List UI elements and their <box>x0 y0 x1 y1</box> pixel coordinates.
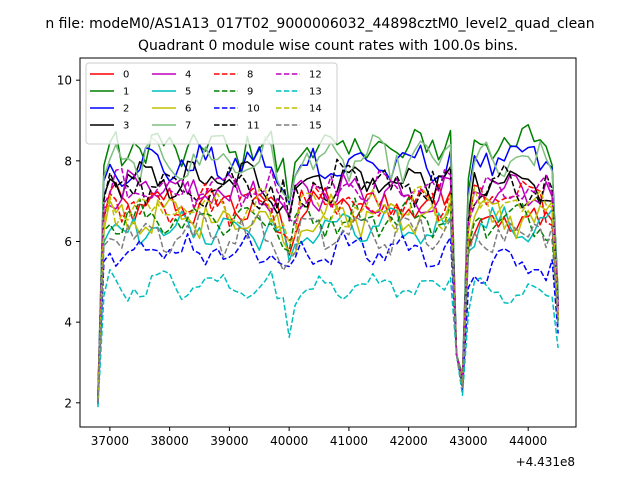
legend-label-15: 15 <box>309 121 322 132</box>
legend-label-9: 9 <box>247 87 253 98</box>
legend-label-7: 7 <box>185 121 191 132</box>
x-offset-label: +4.431e8 <box>516 455 575 469</box>
legend-label-14: 14 <box>309 104 322 115</box>
series-line-11 <box>97 158 559 400</box>
series-line-2 <box>97 143 559 398</box>
series-line-14 <box>97 185 559 402</box>
legend-label-6: 6 <box>185 104 191 115</box>
x-tick-label: 40000 <box>270 434 308 448</box>
axes-layer: 37000 38000 39000 40000 41000 42000 43000 44000… <box>57 57 577 448</box>
x-tick-label: 43000 <box>449 434 487 448</box>
series-line-6 <box>97 193 559 402</box>
y-tick-label: 6 <box>64 235 72 249</box>
legend-label-4: 4 <box>185 70 191 81</box>
series-line-10 <box>97 230 559 405</box>
series-line-7 <box>97 134 559 398</box>
legend-box <box>85 62 338 145</box>
legend-label-1: 1 <box>123 87 129 98</box>
y-tick-label: 4 <box>64 316 72 330</box>
series-line-4 <box>97 169 559 400</box>
x-tick-label: 42000 <box>390 434 428 448</box>
series-line-5 <box>97 206 559 403</box>
chart-suptitle: n file: modeM0/AS1A13_017T02_9000006032_… <box>45 16 594 32</box>
legend-label-8: 8 <box>247 70 253 81</box>
y-tick-label: 8 <box>64 154 72 168</box>
y-tick-label: 10 <box>57 74 72 88</box>
series-line-15 <box>97 211 559 404</box>
series-line-12 <box>97 167 559 400</box>
x-tick-label: 41000 <box>330 434 368 448</box>
x-tick-label: 44000 <box>509 434 547 448</box>
legend-label-11: 11 <box>247 121 260 132</box>
legend-label-3: 3 <box>123 121 129 132</box>
legend-label-2: 2 <box>123 104 129 115</box>
legend-label-0: 0 <box>123 70 129 81</box>
chart-title: Quadrant 0 module wise count rates with … <box>138 38 518 54</box>
legend-label-13: 13 <box>309 87 322 98</box>
legend-label-10: 10 <box>247 104 260 115</box>
series-line-8 <box>97 180 559 401</box>
x-tick-label: 37000 <box>91 434 129 448</box>
x-tick-label: 39000 <box>210 434 248 448</box>
series-layer <box>97 123 559 408</box>
legend-label-12: 12 <box>309 70 322 81</box>
series-line-13 <box>97 268 559 408</box>
x-tick-label: 38000 <box>151 434 189 448</box>
y-tick-label: 2 <box>64 396 72 410</box>
plot-frame <box>79 57 577 428</box>
series-line-9 <box>97 196 559 402</box>
legend-label-5: 5 <box>185 87 191 98</box>
